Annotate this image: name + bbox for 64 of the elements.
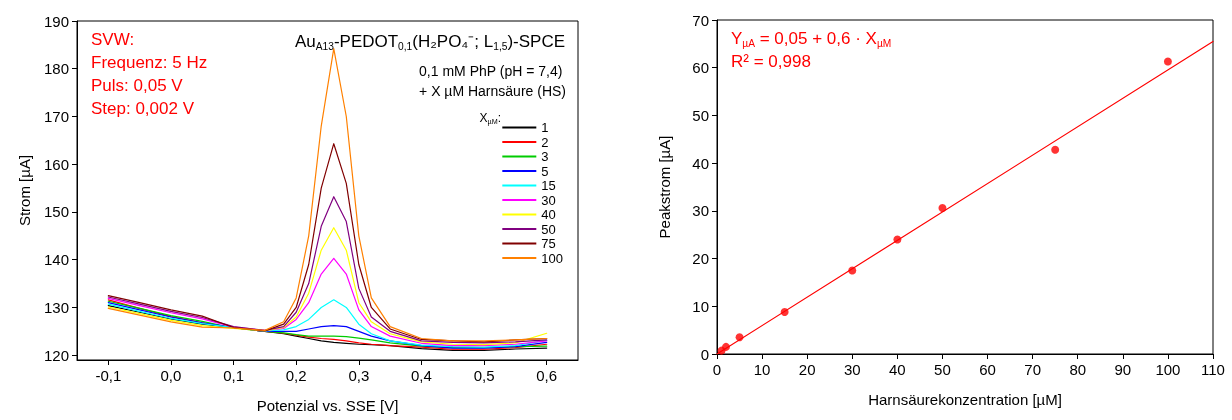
point xyxy=(780,308,789,317)
x-axis-title: Harnsäurekonzentration [µM] xyxy=(868,391,1062,408)
x-tick-label: 70 xyxy=(1024,361,1041,378)
annotation: R² = 0,998 xyxy=(731,52,811,71)
x-tick-label: 100 xyxy=(1155,361,1181,378)
x-tick-label: 30 xyxy=(843,361,861,378)
point xyxy=(1051,145,1060,154)
x-tick-label: 0 xyxy=(712,361,722,378)
legend-label: 3 xyxy=(541,149,549,164)
legend-label: 2 xyxy=(541,134,549,150)
legend-label: 1 xyxy=(541,120,549,135)
y-tick-label: 20 xyxy=(692,250,709,268)
point xyxy=(1163,57,1172,66)
x-tick-label: 110 xyxy=(1201,361,1225,378)
legend-label: 5 xyxy=(541,163,549,179)
y-tick-label: 40 xyxy=(692,154,709,172)
y-tick-label: 170 xyxy=(43,107,69,125)
y-tick-label: 70 xyxy=(692,11,709,29)
y-tick-label: 50 xyxy=(692,106,709,124)
y-tick-label: 180 xyxy=(43,60,69,78)
point xyxy=(938,204,947,212)
y-axis-title: Peakstrom [µA] xyxy=(656,135,673,239)
x-axis-title: Potenzial vs. SSE [V] xyxy=(256,397,399,414)
legend-label: 50 xyxy=(541,221,556,237)
legend-label: 40 xyxy=(541,207,556,222)
x-tick-label: -0,1 xyxy=(95,367,122,384)
x-tick-label: 20 xyxy=(798,361,816,378)
point xyxy=(722,342,731,351)
y-tick-label: 140 xyxy=(43,251,69,269)
y-tick-label: 150 xyxy=(43,203,69,221)
y-tick-label: 120 xyxy=(43,346,69,364)
annotation: SVW: xyxy=(91,30,135,49)
legend-label: 100 xyxy=(541,250,564,266)
y-tick-label: 190 xyxy=(43,12,69,30)
x-tick-label: 0,5 xyxy=(473,367,495,384)
annotation: Step: 0,002 V xyxy=(91,99,195,118)
y-tick-label: 60 xyxy=(692,59,709,77)
x-tick-label: 0,2 xyxy=(285,367,307,384)
point xyxy=(848,266,857,275)
x-tick-label: 0,6 xyxy=(536,367,558,384)
x-tick-label: 0,1 xyxy=(223,367,244,384)
point xyxy=(893,235,902,244)
annotation: Puls: 0,05 V xyxy=(91,76,184,95)
x-tick-label: 40 xyxy=(889,361,906,378)
y-tick-label: 160 xyxy=(43,155,69,173)
annotation: Frequenz: 5 Hz xyxy=(91,53,208,72)
legend-label: 75 xyxy=(541,236,556,251)
y-tick-label: 30 xyxy=(692,202,709,220)
y-tick-label: 130 xyxy=(43,298,69,316)
legend-label: 30 xyxy=(541,192,556,208)
x-tick-label: 10 xyxy=(753,361,771,378)
x-tick-label: 60 xyxy=(979,361,996,378)
x-tick-label: 0,4 xyxy=(411,367,432,384)
text: 0,1 mM PhP (pH = 7,4) + X µM Harnsäure (HS) xyxy=(419,63,567,99)
x-tick-label: 50 xyxy=(934,361,951,378)
y-tick-label: 0 xyxy=(700,345,709,363)
x-tick-label: 0,3 xyxy=(348,367,370,384)
y-tick-label: 10 xyxy=(692,297,709,315)
x-tick-label: 90 xyxy=(1114,361,1132,378)
y-axis-title: Strom [µA] xyxy=(16,154,33,227)
x-tick-label: 0,0 xyxy=(160,367,182,384)
point xyxy=(735,333,744,342)
legend-label: 15 xyxy=(541,178,556,193)
x-tick-label: 80 xyxy=(1069,361,1087,378)
